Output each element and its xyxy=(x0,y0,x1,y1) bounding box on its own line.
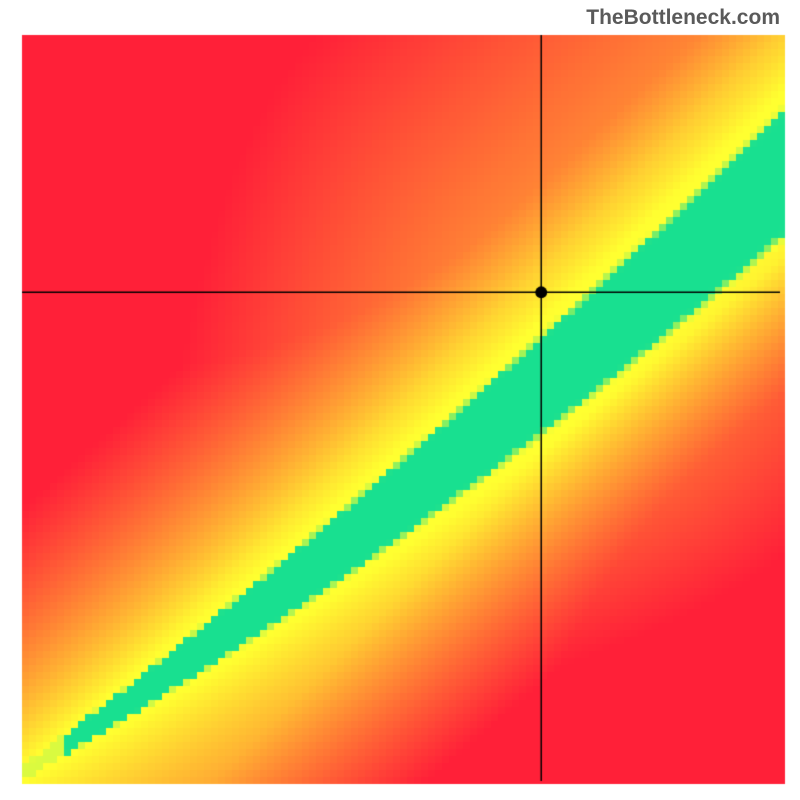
chart-container: { "attribution": "TheBottleneck.com", "c… xyxy=(0,0,800,800)
attribution-label: TheBottleneck.com xyxy=(586,6,780,30)
bottleneck-heatmap xyxy=(0,0,800,800)
